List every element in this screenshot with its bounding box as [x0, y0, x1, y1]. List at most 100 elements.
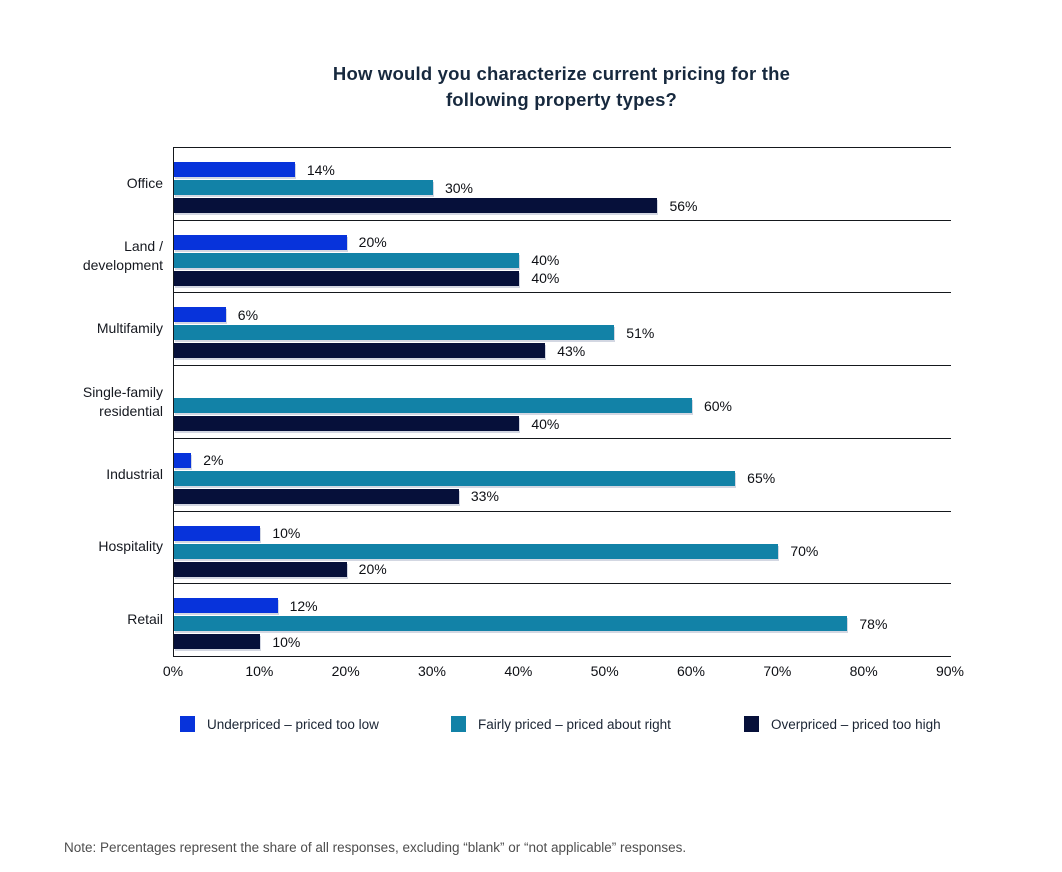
x-axis-tick-label: 10% — [245, 663, 274, 679]
bar-value-label: 70% — [790, 543, 819, 560]
x-axis-tick-label: 60% — [676, 663, 705, 679]
bar-value-label: 20% — [358, 234, 387, 251]
category-label: Land / development — [82, 238, 163, 274]
bar-slot-overpriced: 56% — [174, 198, 951, 214]
bar-slot-underpriced: 2% — [174, 452, 951, 468]
bar-value-label: 20% — [358, 561, 387, 578]
chart-title-line2: following property types? — [445, 89, 678, 110]
bar-overpriced: 20% — [174, 561, 387, 577]
bar-value-label: 65% — [747, 470, 776, 487]
bar-overpriced: 40% — [174, 270, 559, 286]
bar-overpriced: 33% — [174, 488, 499, 504]
bar-underpriced: 10% — [174, 525, 300, 541]
x-axis-tick-label: 90% — [935, 663, 965, 679]
bar-slot-underpriced: 6% — [174, 307, 951, 323]
category-axis: Office Land / development Multifamily Single… — [0, 147, 163, 656]
bar-value-label: 14% — [306, 161, 335, 178]
bar-overpriced: 40% — [174, 416, 559, 432]
x-axis-tick-label: 80% — [849, 663, 878, 679]
bar-fairly-priced: 60% — [174, 398, 732, 414]
bar-value-label: 51% — [626, 324, 655, 341]
category-label: Office — [126, 174, 163, 191]
x-axis-tick-label: 20% — [331, 663, 360, 679]
bar-slot-underpriced — [174, 380, 951, 395]
category-row: 10% 70% 20% — [174, 512, 951, 585]
bar-slot-underpriced: 12% — [174, 598, 951, 614]
bar-slot-underpriced: 14% — [174, 162, 951, 178]
bar-slot-fairly-priced: 65% — [174, 470, 951, 486]
bar-overpriced: 56% — [174, 198, 697, 214]
chart-title-line1: How would you characterize current prici… — [332, 63, 791, 84]
bar-value-label: 40% — [531, 252, 560, 269]
bar-fairly-priced: 65% — [174, 470, 775, 486]
legend: Underpriced – priced too low Fairly price… — [0, 713, 1062, 735]
bar-fairly-priced: 40% — [174, 252, 559, 268]
bar-slot-underpriced: 20% — [174, 234, 951, 250]
bar-slot-fairly-priced: 78% — [174, 616, 951, 632]
bar-fairly-priced: 70% — [174, 543, 818, 559]
bar-underpriced: 14% — [174, 162, 335, 178]
bar-value-label: 6% — [237, 306, 259, 323]
legend-item: Fairly priced – priced about right — [451, 713, 671, 735]
bar-slot-overpriced: 40% — [174, 416, 951, 432]
legend-item: Underpriced – priced too low — [180, 713, 379, 735]
category-row: 60% 40% — [174, 366, 951, 439]
bar-value-label: 10% — [272, 633, 301, 650]
bar-slot-overpriced: 40% — [174, 270, 951, 286]
bar-value-label: 12% — [289, 597, 318, 614]
category-row: 2% 65% 33% — [174, 439, 951, 512]
bar-slot-fairly-priced: 51% — [174, 325, 951, 341]
bar-slot-overpriced: 43% — [174, 343, 951, 359]
bar-underpriced: 12% — [174, 598, 318, 614]
category-row: 12% 78% 10% — [174, 584, 951, 658]
x-axis-tick-label: 50% — [590, 663, 619, 679]
bar-fairly-priced: 30% — [174, 180, 473, 196]
legend-swatch-fairly-priced — [451, 716, 466, 732]
bar-fairly-priced: 78% — [174, 616, 887, 632]
legend-item: Overpriced – priced too high — [744, 713, 941, 735]
bar-value-label: 33% — [470, 488, 499, 505]
bar-slot-overpriced: 10% — [174, 634, 951, 650]
legend-label: Overpriced – priced too high — [771, 716, 941, 732]
category-label: Single-family residential — [82, 383, 163, 419]
bar-value-label: 40% — [531, 270, 560, 287]
bar-value-label: 30% — [444, 179, 474, 196]
x-axis-tick-label: 40% — [504, 663, 533, 679]
bar-slot-underpriced: 10% — [174, 525, 951, 541]
bar-slot-fairly-priced: 40% — [174, 252, 951, 268]
x-axis-tick-label: 30% — [417, 663, 446, 679]
bar-underpriced: 6% — [174, 307, 258, 323]
bar-overpriced: 10% — [174, 634, 300, 650]
bar-underpriced: 20% — [174, 234, 387, 250]
legend-swatch-underpriced — [180, 716, 195, 732]
category-label: Multifamily — [96, 320, 163, 337]
bar-value-label: 43% — [557, 342, 586, 359]
category-label: Hospitality — [98, 538, 163, 555]
bar-value-label: 2% — [203, 452, 224, 469]
bar-value-label: 56% — [669, 197, 698, 214]
category-row: 14% 30% 56% — [174, 148, 951, 221]
category-label: Industrial — [106, 465, 163, 482]
x-axis: 0% 10% 20% 30% 40% 50% 60% 70% 80% 90% — [163, 663, 964, 683]
bar-slot-overpriced: 20% — [174, 561, 951, 577]
category-row: 20% 40% 40% — [174, 221, 951, 294]
x-axis-tick-label: 0% — [162, 663, 184, 679]
bar-slot-fairly-priced: 60% — [174, 398, 951, 414]
bar-value-label: 10% — [272, 525, 301, 542]
bar-underpriced: 2% — [174, 452, 224, 468]
legend-swatch-overpriced — [744, 716, 759, 732]
bar-value-label: 40% — [531, 415, 560, 432]
legend-label: Fairly priced – priced about right — [478, 716, 671, 732]
bar-slot-fairly-priced: 30% — [174, 180, 951, 196]
bar-fairly-priced: 51% — [174, 325, 654, 341]
bar-value-label: 60% — [703, 397, 733, 414]
legend-label: Underpriced – priced too low — [207, 716, 379, 732]
bar-overpriced: 43% — [174, 343, 585, 359]
bar-slot-fairly-priced: 70% — [174, 543, 951, 559]
footnote: Note: Percentages represent the share of… — [64, 840, 687, 855]
x-axis-tick-label: 70% — [763, 663, 792, 679]
chart-title: How would you characterize current prici… — [173, 61, 950, 113]
category-label: Retail — [127, 611, 163, 628]
category-row: 6% 51% 43% — [174, 293, 951, 367]
